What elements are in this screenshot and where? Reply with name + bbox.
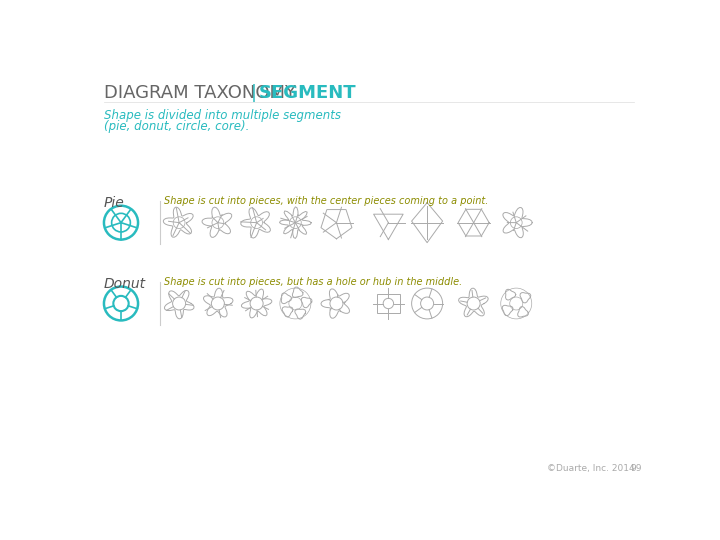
Text: (pie, donut, circle, core).: (pie, donut, circle, core). [104, 120, 249, 133]
Bar [377, 294, 400, 313]
Text: Shape is cut into pieces, with the center pieces coming to a point.: Shape is cut into pieces, with the cente… [163, 195, 488, 206]
Text: 99: 99 [630, 464, 642, 473]
Text: SEGMENT: SEGMENT [259, 84, 356, 102]
Text: Shape is divided into multiple segments: Shape is divided into multiple segments [104, 110, 341, 123]
Text: Shape is cut into pieces, but has a hole or hub in the middle.: Shape is cut into pieces, but has a hole… [163, 276, 462, 287]
Text: ©Duarte, Inc. 2014: ©Duarte, Inc. 2014 [547, 464, 635, 473]
Text: Pie: Pie [104, 195, 125, 210]
Text: DIAGRAM TAXONOMY: DIAGRAM TAXONOMY [104, 84, 296, 102]
Text: Donut: Donut [104, 276, 146, 291]
Text: |: | [251, 84, 256, 102]
